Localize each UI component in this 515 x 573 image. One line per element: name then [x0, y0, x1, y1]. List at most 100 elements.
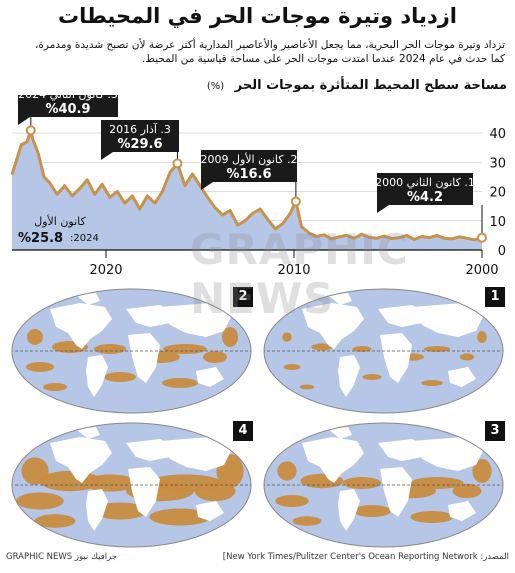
continent	[380, 333, 412, 383]
subtitle-line-2: كما حدث في عام 2024 عندما امتدت موجات ال…	[141, 53, 505, 65]
heatwave-patch	[299, 384, 315, 390]
end-label-year: :2024	[70, 233, 99, 244]
heatwave-patch	[452, 483, 482, 499]
subtitle: تزداد وتيرة موجات الحر البحرية، مما يجعل…	[10, 38, 505, 66]
annotation-2: 2. كانون الأول 2009%16.6	[200, 150, 301, 207]
heatwave-patch	[311, 343, 333, 351]
annotation-marker	[290, 196, 301, 207]
continent	[302, 437, 364, 483]
subtitle-line-1: تزداد وتيرة موجات الحر البحرية، مما يجعل…	[35, 39, 505, 51]
annotation-box	[201, 150, 297, 190]
world-map	[263, 422, 504, 548]
continent	[76, 427, 100, 439]
continent	[338, 355, 360, 397]
continent	[196, 501, 224, 521]
heatwave-patch	[26, 362, 54, 372]
annotation-marker	[25, 125, 36, 136]
heatwave-patch	[459, 353, 475, 361]
continent	[160, 437, 232, 471]
map-outline	[263, 422, 504, 548]
heatwave-patch	[27, 329, 43, 345]
heatwave-patch	[94, 344, 126, 354]
world-map	[11, 288, 252, 414]
annotation-marker	[477, 232, 487, 243]
annotation-value: %29.6	[117, 137, 162, 152]
continent	[302, 303, 364, 349]
map-grid: 1 2 3 4	[0, 283, 515, 548]
annotation-value: %4.2	[407, 190, 443, 205]
heatwave-patch	[21, 457, 49, 485]
map-number-badge: 1	[485, 287, 505, 307]
map-outline	[263, 288, 504, 414]
chart-title: مساحة سطح المحيط المتأثرة بموجات الحر (%…	[7, 78, 507, 93]
continent	[380, 467, 412, 517]
heatwave-patch	[82, 474, 138, 492]
continent	[86, 489, 108, 531]
heatwave-patch	[163, 344, 207, 354]
page-title: ازدياد وتيرة موجات الحر في المحيطات	[57, 4, 458, 28]
y-tick-label: 0	[498, 244, 506, 259]
heatwave-patch	[222, 327, 238, 347]
heatwave-patch	[342, 477, 382, 489]
map-number-badge: 2	[233, 287, 253, 307]
x-tick-label: 2000	[465, 263, 498, 278]
annotation-box	[101, 120, 179, 160]
heatwave-patch	[149, 508, 211, 526]
annotation-3: 3. آذار 2016%29.6	[101, 120, 183, 169]
heatwave-patch	[472, 459, 492, 483]
continent	[448, 501, 476, 521]
heatwave-patch	[283, 364, 301, 370]
heatwave-patch	[16, 492, 64, 510]
heatwave-patch	[162, 378, 198, 388]
heatwave-patch	[275, 495, 309, 507]
heatwave-patch	[410, 511, 454, 523]
series-line	[10, 128, 483, 242]
end-label-month: كانون الأول	[34, 214, 86, 228]
heatwave-patch	[421, 380, 443, 386]
heatwave-patch	[92, 502, 148, 520]
heatwave-patch	[277, 461, 297, 481]
annotation-value: %16.6	[226, 167, 271, 182]
continent	[50, 437, 112, 483]
map-panel-4: 4	[10, 421, 253, 549]
annotation-date: 1. كانون الثاني 2000	[375, 176, 475, 189]
x-tick-label: 2020	[89, 263, 122, 278]
continent	[448, 367, 476, 387]
y-tick-label: 20	[489, 186, 506, 201]
annotation-box	[18, 95, 118, 125]
map-panel-1: 1	[262, 287, 505, 415]
y-tick-label: 40	[489, 127, 506, 142]
heatwave-patch	[292, 516, 322, 526]
continent	[128, 467, 160, 517]
heatwave-patch	[410, 477, 464, 489]
annotation-1: 1. كانون الثاني 2000%4.2	[375, 173, 487, 243]
map-outline	[11, 422, 252, 548]
continent	[196, 367, 224, 387]
heatwave-patch	[34, 514, 76, 528]
credit: GRAPHIC NEWS جرافيك نيوز	[6, 552, 118, 562]
annotation-value: %40.9	[45, 102, 90, 117]
area-chart: 0 10 20 30 40 2000 2010 2020 1. كانون الثاني 200…	[10, 95, 506, 278]
heatwave-patch	[104, 372, 136, 382]
y-tick-label: 30	[489, 156, 506, 171]
heatwave-patch	[203, 351, 227, 363]
annotation-4: 3. كانون الثاني 2024%40.9	[18, 95, 118, 136]
annotation-marker	[172, 158, 183, 169]
watermark: GRAPHIC NEWS	[190, 225, 409, 323]
end-label-value: %25.8	[18, 231, 63, 246]
series-area	[12, 130, 482, 250]
map-panel-2: 2	[10, 287, 253, 415]
continent	[328, 427, 352, 439]
continent	[50, 303, 112, 349]
map-panel-3: 3	[262, 421, 505, 549]
continent	[76, 293, 100, 305]
continent	[412, 437, 484, 471]
y-unit: (%)	[206, 81, 225, 92]
y-tick-label: 10	[489, 215, 506, 230]
heatwave-patch	[423, 346, 451, 352]
map-outline	[11, 288, 252, 414]
world-map	[263, 288, 504, 414]
annotation-date: 3. كانون الثاني 2024	[18, 95, 118, 101]
continent	[86, 355, 108, 397]
heatwave-patch	[362, 374, 382, 380]
